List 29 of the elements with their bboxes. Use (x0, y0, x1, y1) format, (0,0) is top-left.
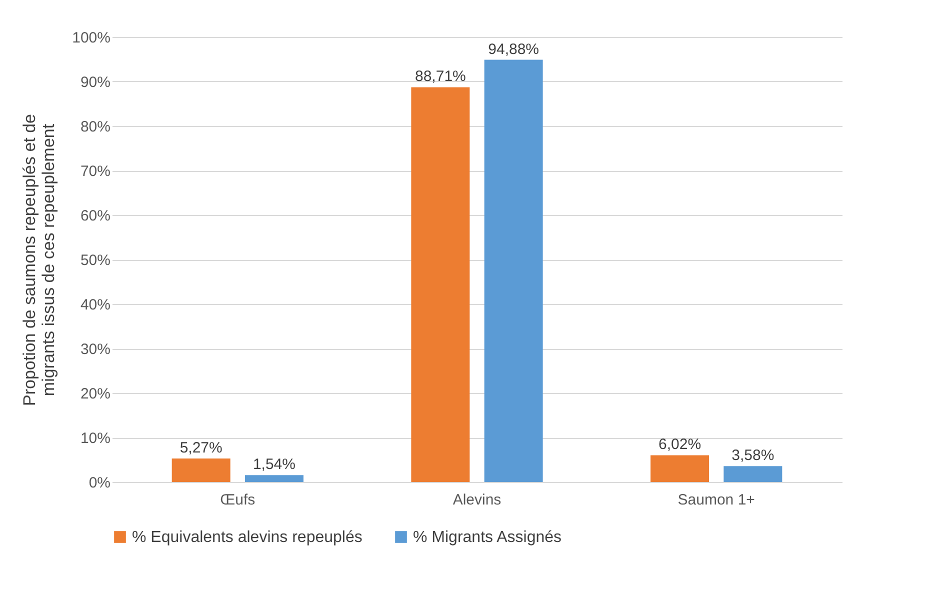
y-tick-label: 70% (80, 163, 110, 180)
data-label: 1,54% (252, 456, 296, 474)
y-axis-title: Propotion de saumons repeuplés et de migrants issus de ces repeuplement (20, 114, 58, 406)
bar (411, 87, 470, 482)
data-label: 88,71% (414, 68, 466, 86)
data-label: 3,58% (732, 447, 774, 464)
y-tick-label: 20% (80, 386, 110, 402)
y-tick-label: 50% (80, 252, 110, 269)
y-tick-label: 60% (80, 208, 110, 224)
y-tick-label: 90% (80, 74, 110, 91)
data-label: 5,27% (180, 440, 222, 457)
x-tick-label: Saumon 1+ (678, 492, 756, 508)
legend-label: % Migrants Assignés (413, 529, 562, 546)
bar (724, 466, 782, 482)
data-label: 94,88% (488, 40, 540, 58)
bar (650, 455, 710, 482)
y-tick-label: 40% (80, 296, 110, 314)
bar (484, 60, 543, 482)
y-tick-label: 100% (72, 30, 110, 46)
data-label: 6,02% (658, 436, 702, 454)
bar (244, 475, 304, 482)
y-tick-label: 80% (80, 118, 110, 136)
x-tick-label: Œufs (220, 492, 256, 508)
x-tick-label: Alevins (452, 492, 502, 508)
bar (172, 458, 230, 482)
y-tick-label: 10% (80, 430, 110, 447)
y-tick-label: 30% (80, 341, 110, 358)
legend-label: % Equivalents alevins repeuplés (132, 529, 362, 546)
y-tick-label: 0% (88, 474, 110, 492)
